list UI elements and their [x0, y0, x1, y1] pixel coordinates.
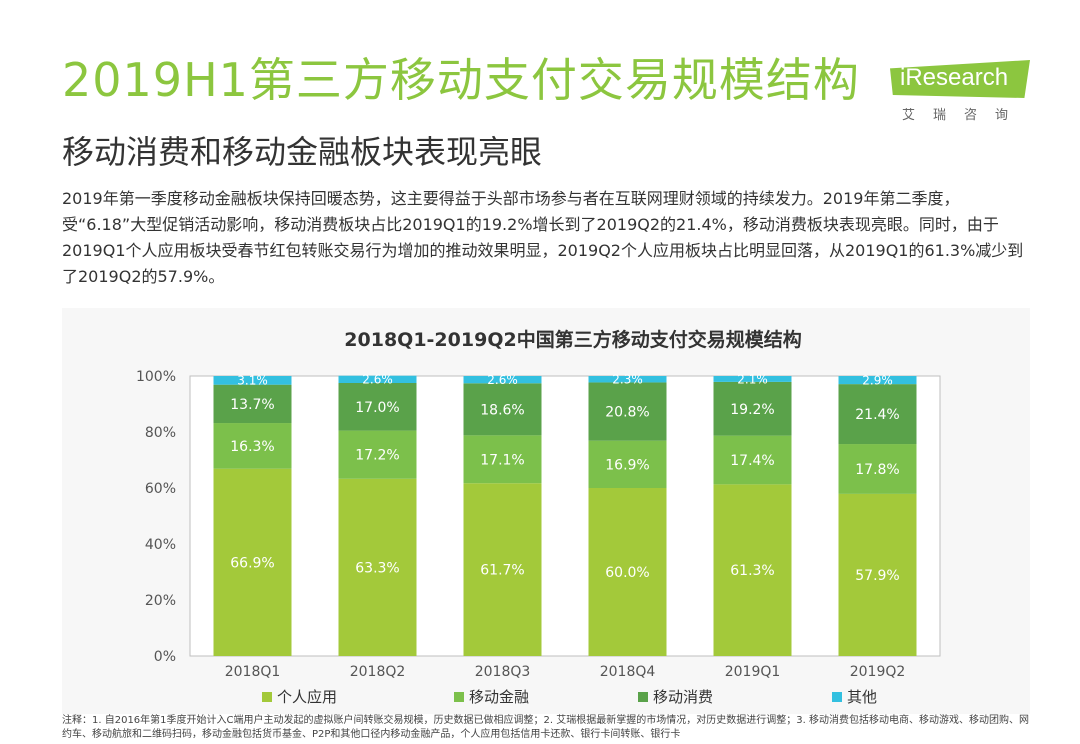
y-tick-label: 20% [145, 593, 176, 609]
data-label: 2.9% [862, 373, 893, 387]
data-label: 13.7% [230, 397, 274, 413]
data-label: 17.4% [730, 453, 774, 469]
data-label: 17.1% [480, 452, 524, 468]
bar-segment [838, 384, 917, 445]
bar-segment [838, 444, 917, 494]
data-label: 17.2% [355, 448, 399, 464]
footnote: 注释：1. 自2016年第1季度开始计入C端用户主动发起的虚拟账户间转账交易规模… [62, 715, 1029, 740]
bar-segment [463, 383, 542, 436]
bar-segment [213, 376, 292, 385]
x-tick-label: 2018Q2 [350, 664, 406, 680]
x-tick-label: 2019Q2 [850, 664, 906, 680]
data-label: 3.1% [237, 374, 268, 388]
data-label: 2.3% [612, 373, 643, 387]
y-tick-label: 80% [145, 425, 176, 441]
y-tick-label: 60% [145, 481, 176, 497]
x-tick-label: 2018Q4 [600, 664, 656, 680]
bar-segment [713, 435, 792, 485]
bar-segment [463, 376, 542, 384]
bar-segment [588, 376, 667, 383]
logo-name: iResearch [900, 64, 1009, 91]
y-tick-label: 40% [145, 537, 176, 553]
y-tick-label: 0% [154, 649, 176, 665]
data-label: 16.3% [230, 439, 274, 455]
data-label: 2.6% [362, 373, 393, 387]
bar-segment [838, 493, 917, 656]
iresearch-logo: iResearch 艾瑞咨询 [890, 60, 1040, 130]
data-label: 20.8% [605, 405, 649, 421]
bar-segment [713, 376, 792, 382]
legend-label: 移动金融 [469, 688, 529, 706]
bar-segment [213, 423, 292, 469]
data-label: 60.0% [605, 565, 649, 581]
data-label: 2.6% [487, 373, 518, 387]
plot-area [189, 375, 941, 657]
x-tick-label: 2018Q3 [475, 664, 531, 680]
bar-segment [213, 468, 292, 656]
stacked-bar-chart: 2018Q1-2019Q2中国第三方移动支付交易规模结构 0% 20% 40% 60%… [136, 328, 941, 706]
chart-title: 2018Q1-2019Q2中国第三方移动支付交易规模结构 [344, 328, 801, 351]
legend-swatch [454, 692, 464, 702]
data-label: 57.9% [855, 568, 899, 584]
data-label: 18.6% [480, 402, 524, 418]
bar-segment [338, 430, 417, 479]
legend-label: 其他 [847, 688, 877, 706]
data-label: 63.3% [355, 560, 399, 576]
bar-segment [588, 382, 667, 441]
chart-container: 2018Q1-2019Q2中国第三方移动支付交易规模结构 0% 20% 40% 60%… [62, 308, 1030, 714]
bar-segment [838, 376, 917, 385]
bar-segment [713, 381, 792, 436]
bar-segment [463, 483, 542, 656]
legend-label: 移动消费 [653, 688, 713, 706]
bar-segment [713, 484, 792, 656]
bar-segment [588, 440, 667, 488]
bar-segment [213, 384, 292, 424]
data-label: 16.9% [605, 457, 649, 473]
x-tick-label: 2019Q1 [725, 664, 781, 680]
data-label: 21.4% [855, 407, 899, 423]
page-title: 2019H1第三方移动支付交易规模结构 [62, 53, 860, 107]
x-tick-label: 2018Q1 [225, 664, 281, 680]
data-label: 61.7% [480, 563, 524, 579]
legend-label: 个人应用 [277, 688, 337, 706]
data-label: 17.8% [855, 462, 899, 478]
bar-segment [338, 383, 417, 431]
page-subtitle: 移动消费和移动金融板块表现亮眼 [62, 133, 543, 171]
bar-segment [338, 478, 417, 656]
bar-segment [338, 375, 417, 383]
y-tick-label: 100% [136, 369, 176, 385]
logo-chinese-name: 艾瑞咨询 [902, 108, 1027, 123]
bar-segment [463, 435, 542, 484]
data-label: 2.1% [737, 372, 768, 386]
bar-segment [588, 488, 667, 656]
legend-swatch [262, 692, 272, 702]
data-label: 19.2% [730, 402, 774, 418]
data-label: 66.9% [230, 555, 274, 571]
summary-paragraph: 2019年第一季度移动金融板块保持回暖态势，这主要得益于头部市场参与者在互联网理… [62, 189, 1024, 286]
legend-swatch [832, 692, 842, 702]
legend-swatch [638, 692, 648, 702]
data-label: 17.0% [355, 400, 399, 416]
data-label: 61.3% [730, 563, 774, 579]
